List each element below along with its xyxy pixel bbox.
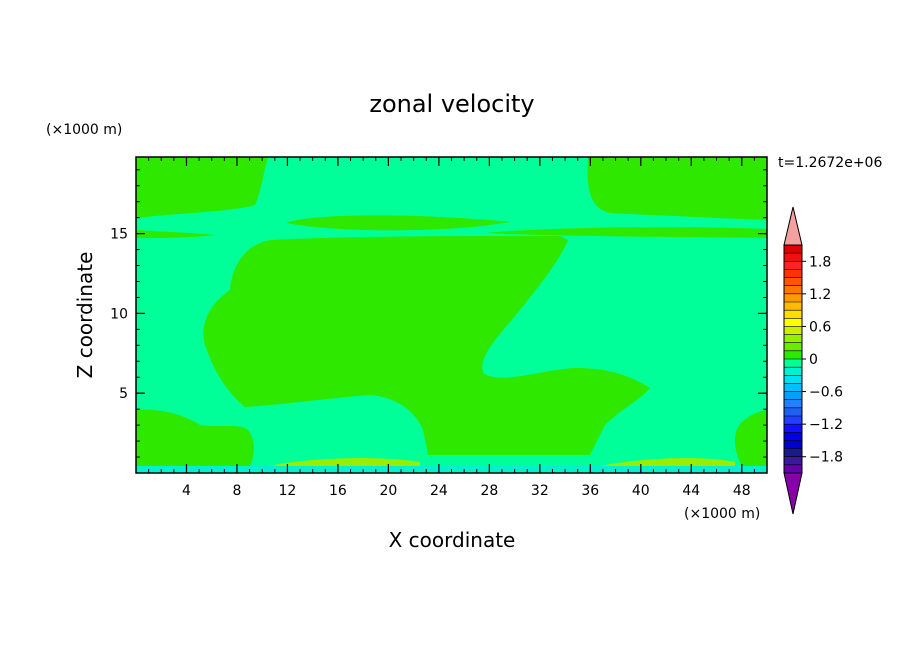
central-positive-region xyxy=(203,236,650,455)
colorbar-swatch xyxy=(784,407,802,416)
x-tick-label: 44 xyxy=(682,483,700,499)
colorbar-swatch xyxy=(784,464,802,473)
colorbar-swatch xyxy=(784,245,802,254)
time-label: t=1.2672e+06 xyxy=(778,155,882,171)
colorbar-swatch xyxy=(784,342,802,351)
colorbar-tick-label: 0.6 xyxy=(809,319,831,335)
colorbar-swatch xyxy=(784,350,802,359)
colorbar-swatch xyxy=(784,367,802,376)
middle-thin-band xyxy=(485,227,767,238)
colorbar-swatch xyxy=(784,391,802,400)
colorbar-swatch xyxy=(784,334,802,343)
x-tick-label: 24 xyxy=(430,483,448,499)
y-tick-label: 15 xyxy=(110,227,128,243)
x-tick-label: 20 xyxy=(379,483,397,499)
colorbar-over-triangle xyxy=(783,206,803,246)
colorbar-swatch xyxy=(784,416,802,425)
bottom-strong-band-1 xyxy=(265,458,420,468)
y-axis-ticks: 5 10 15 xyxy=(110,169,767,458)
y-tick-label: 10 xyxy=(110,306,128,322)
x-tick-label: 4 xyxy=(182,483,191,499)
colorbar-swatch xyxy=(784,318,802,327)
colorbar-tick-label: 1.8 xyxy=(809,254,831,270)
colorbar-swatch xyxy=(784,424,802,433)
colorbar: 1.8 1.2 0.6 0 −0.6 −1.2 −1.8 xyxy=(783,206,843,515)
top-right-positive-region xyxy=(587,157,767,220)
colorbar-tick-label: −1.8 xyxy=(809,450,843,466)
x-tick-label: 36 xyxy=(581,483,599,499)
left-thin-band xyxy=(136,230,215,238)
colorbar-swatch xyxy=(784,269,802,278)
colorbar-swatch xyxy=(784,253,802,262)
x-tick-label: 12 xyxy=(279,483,297,499)
top-left-positive-region xyxy=(136,157,268,218)
y-tick-label: 5 xyxy=(119,386,128,402)
colorbar-swatch xyxy=(784,310,802,319)
colorbar-swatch xyxy=(784,285,802,294)
colorbar-tick-label: 1.2 xyxy=(809,287,831,303)
y-unit-label: (×1000 m) xyxy=(46,122,122,138)
colorbar-swatch xyxy=(784,302,802,311)
colorbar-swatch xyxy=(784,375,802,384)
colorbar-swatch xyxy=(784,448,802,457)
colorbar-swatch xyxy=(784,432,802,441)
colorbar-swatch xyxy=(784,456,802,465)
bottom-strong-band-2 xyxy=(600,458,735,468)
y-axis-label: Z coordinate xyxy=(73,252,97,379)
x-tick-label: 48 xyxy=(733,483,751,499)
x-tick-label: 28 xyxy=(480,483,498,499)
x-unit-label: (×1000 m) xyxy=(684,506,760,522)
x-axis-label: X coordinate xyxy=(389,528,516,552)
colorbar-swatch xyxy=(784,293,802,302)
x-tick-label: 32 xyxy=(531,483,549,499)
x-axis-ticks: 4 8 12 16 20 24 28 32 36 40 44 48 xyxy=(148,157,755,499)
chart-title: zonal velocity xyxy=(369,90,534,118)
colorbar-swatch xyxy=(784,261,802,270)
x-tick-label: 8 xyxy=(232,483,241,499)
colorbar-tick-label: 0 xyxy=(809,352,818,368)
contour-plot-area xyxy=(136,157,767,473)
bottom-left-positive-region xyxy=(136,409,254,466)
colorbar-swatch xyxy=(784,359,802,368)
colorbar-swatch xyxy=(784,399,802,408)
colorbar-swatch xyxy=(784,326,802,335)
colorbar-swatch xyxy=(784,383,802,392)
colorbar-tick-label: −1.2 xyxy=(809,417,843,433)
x-tick-label: 40 xyxy=(632,483,650,499)
x-tick-label: 16 xyxy=(329,483,347,499)
colorbar-tick-label: −0.6 xyxy=(809,385,843,401)
colorbar-swatch xyxy=(784,440,802,449)
colorbar-swatch xyxy=(784,277,802,286)
colorbar-under-triangle xyxy=(783,472,803,515)
upper-thin-band xyxy=(286,215,510,231)
bottom-right-positive-region xyxy=(734,410,767,466)
